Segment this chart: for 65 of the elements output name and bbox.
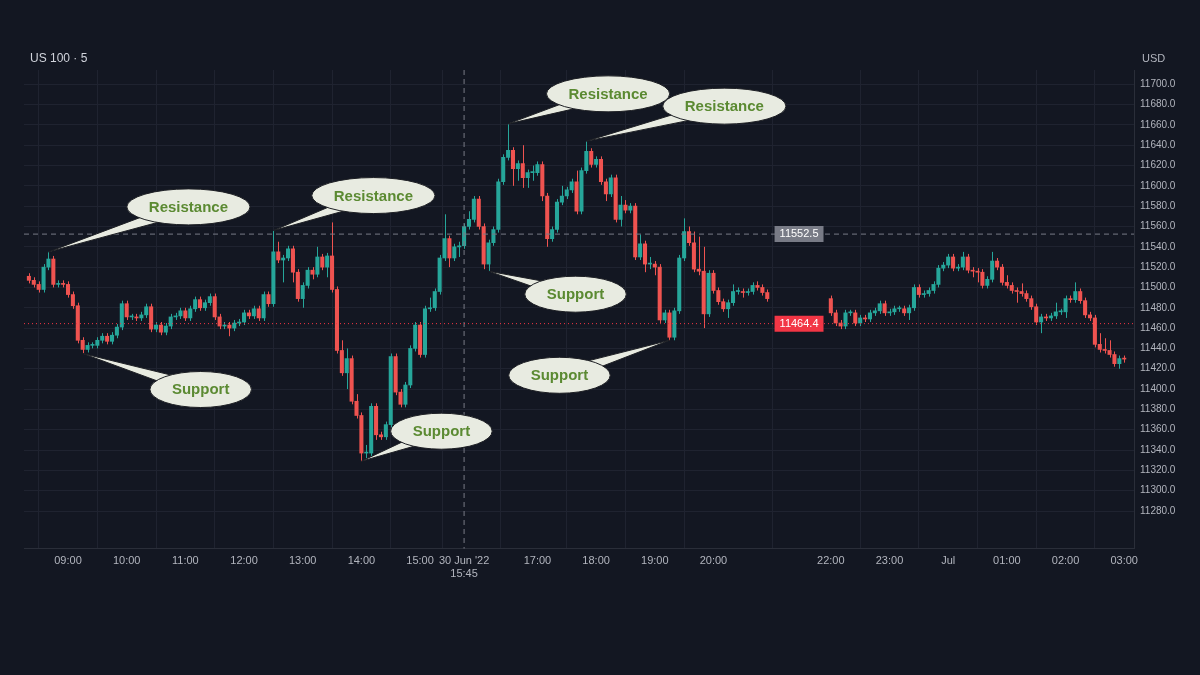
- y-tick-label: 11340.0: [1140, 443, 1176, 455]
- y-tick-label: 11500.0: [1140, 281, 1176, 293]
- candlestick: [642, 240, 648, 273]
- y-tick-label: 11420.0: [1140, 362, 1176, 374]
- x-tick-label: 19:00: [641, 554, 669, 567]
- y-tick-label: 11580.0: [1140, 199, 1176, 211]
- x-tick-label: 14:00: [347, 554, 376, 567]
- x-tick-label: Jul: [941, 554, 956, 567]
- x-tick-label: 23:00: [875, 554, 904, 567]
- x-tick-label: 18:00: [582, 554, 610, 567]
- candlestick: [608, 174, 613, 198]
- chart-title: US 100 · 5: [30, 51, 88, 65]
- x-tick-label: 03:00: [1110, 554, 1138, 567]
- y-tick-label: 11440.0: [1140, 342, 1176, 354]
- y-tick-label: 11300.0: [1140, 484, 1176, 496]
- annotation: Resistance: [333, 186, 413, 204]
- candlestick: [124, 300, 129, 321]
- y-tick-label: 11320.0: [1140, 464, 1176, 476]
- x-tick-label: 15:00: [406, 554, 434, 567]
- annotation: Resistance: [148, 197, 229, 215]
- y-tick-label: 11700.0: [1140, 77, 1176, 89]
- y-tick-label: 11560.0: [1140, 220, 1176, 232]
- annotation: Support: [530, 366, 589, 384]
- x-tick-label: 30 Jun '22 15:45: [438, 554, 490, 580]
- annotation: Support: [171, 380, 230, 398]
- x-tick-label: 11:00: [172, 554, 199, 567]
- y-axis-title: USD: [1142, 52, 1166, 64]
- x-tick-label: 17:00: [523, 554, 552, 567]
- candlestick: [1073, 281, 1078, 304]
- y-tick-label: 11680.0: [1140, 98, 1176, 110]
- candlestick: [149, 303, 154, 333]
- y-tick-label: 11620.0: [1140, 159, 1176, 171]
- candlestick: [471, 195, 476, 223]
- candlestick: [828, 295, 833, 317]
- y-tick-label: 11380.0: [1140, 403, 1176, 415]
- candlestick: [447, 235, 452, 268]
- y-tick-label: 11480.0: [1140, 301, 1176, 313]
- y-tick-label: 11360.0: [1140, 423, 1176, 435]
- ref-line-label: 11552.5: [779, 227, 819, 240]
- candlestick: [510, 146, 516, 187]
- y-tick-label: 11540.0: [1140, 240, 1176, 252]
- y-tick-label: 11600.0: [1140, 179, 1176, 191]
- candlestick: [325, 252, 330, 278]
- x-tick-label: 22:00: [817, 554, 845, 567]
- candlestick: [618, 195, 623, 227]
- candlestick: [344, 347, 349, 390]
- candlestick: [911, 283, 916, 312]
- y-tick-label: 11640.0: [1140, 138, 1176, 150]
- y-tick-label: 11520.0: [1140, 260, 1176, 272]
- x-tick-label: 12:00: [230, 554, 258, 567]
- y-tick-label: 11400.0: [1140, 382, 1176, 394]
- x-tick-label: 09:00: [54, 554, 82, 567]
- x-tick-label: 01:00: [993, 554, 1021, 567]
- y-tick-label: 11280.0: [1140, 504, 1176, 516]
- x-tick-label: 20:00: [699, 554, 728, 567]
- x-tick-label: 02:00: [1051, 554, 1080, 567]
- x-tick-label: 10:00: [112, 554, 141, 567]
- x-tick-label: 13:00: [288, 554, 317, 567]
- candlestick: [638, 234, 643, 261]
- annotation: Resistance: [684, 97, 764, 115]
- y-tick-label: 11660.0: [1140, 118, 1176, 130]
- y-tick-label: 11460.0: [1140, 321, 1176, 333]
- candlestick: [515, 159, 520, 182]
- candlestick: [589, 147, 594, 169]
- ref-line-label: 11464.4: [779, 316, 819, 329]
